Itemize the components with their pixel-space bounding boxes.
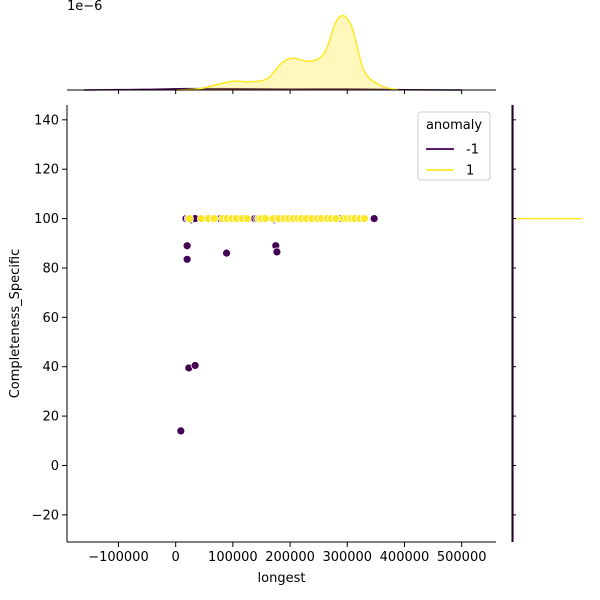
top-marginal-density-fill [175, 15, 399, 90]
y-axis-label: Completeness_Specific [8, 249, 23, 399]
scatter-point [331, 214, 341, 223]
y-tick-label: 120 [34, 163, 59, 178]
legend: anomaly -11 [417, 111, 491, 181]
scatter-point [222, 248, 231, 258]
scatter-point [272, 247, 282, 257]
scatter-point [369, 214, 379, 223]
x-axis-ticks: −100000 0 100000 200000 300000 400000 500000 [88, 542, 487, 565]
scatter-point [182, 254, 192, 264]
y-tick-label: 100 [34, 212, 59, 227]
right-marginal-curves [512, 105, 582, 542]
legend-label: -1 [466, 143, 479, 158]
scatter-point [185, 214, 194, 223]
x-axis-label: longest [258, 571, 306, 586]
legend-label: 1 [466, 164, 474, 179]
scatter-point [190, 361, 200, 370]
top-marginal-curves [84, 14, 462, 91]
x-tick-label: 300000 [322, 550, 372, 565]
scatter-point [242, 214, 252, 223]
top-marginal-density-line [175, 14, 399, 91]
y-tick-label: 0 [51, 459, 59, 474]
right-marginal-ticks [512, 119, 516, 516]
x-tick-label: −100000 [88, 550, 149, 565]
top-marginal-axes: 1e−6 [67, 0, 496, 94]
x-tick-label: 200000 [265, 550, 315, 565]
top-marginal-scale-label: 1e−6 [67, 0, 102, 14]
scatter-point [261, 214, 270, 223]
scatter-point [209, 214, 219, 223]
x-tick-label: 100000 [208, 550, 258, 565]
right-marginal-axes [511, 105, 582, 542]
y-tick-label: −20 [32, 508, 59, 523]
legend-box [417, 111, 491, 181]
main-axes: −100000 0 100000 200000 300000 400000 500000 −… [8, 105, 496, 586]
legend-title: anomaly [426, 118, 482, 133]
scatter-point [182, 241, 192, 251]
scatter-point [176, 426, 186, 436]
x-tick-label: 0 [172, 550, 180, 565]
scatter-points [176, 214, 379, 436]
y-tick-label: 40 [42, 360, 59, 375]
y-tick-label: 140 [34, 113, 59, 128]
scatter-point [360, 214, 369, 223]
top-marginal-ticks [117, 90, 463, 94]
legend-entries: -11 [426, 143, 479, 179]
y-axis-ticks: −20 0 20 40 60 80 100 120 140 [32, 113, 67, 523]
x-tick-label: 500000 [437, 550, 487, 565]
y-tick-label: 60 [42, 311, 59, 326]
y-tick-label: 80 [42, 261, 59, 276]
x-tick-label: 400000 [380, 550, 430, 565]
y-tick-label: 20 [42, 410, 59, 425]
